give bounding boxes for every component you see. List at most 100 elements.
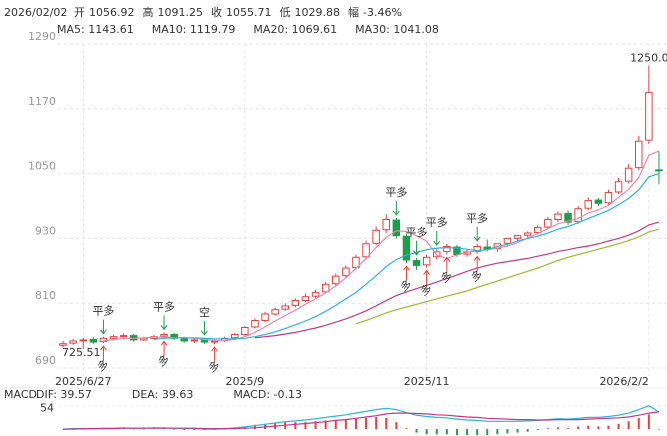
signal-arrowhead — [413, 250, 420, 256]
signal-label: 空 — [199, 305, 210, 319]
macd-bar — [516, 429, 519, 433]
macd-bar — [425, 429, 428, 435]
legend-entry: MA5: 1143.61 — [57, 23, 134, 36]
macd-bar — [455, 429, 458, 436]
candle-body — [261, 313, 269, 321]
info-label: 低 — [280, 6, 291, 19]
candle-body — [251, 319, 259, 328]
candle-body — [362, 243, 370, 258]
candle-body — [422, 256, 431, 266]
candle-body — [604, 192, 613, 204]
candle-body — [554, 213, 562, 221]
macd-bar — [597, 426, 600, 430]
candle-body — [635, 140, 643, 169]
y-tick-label: 1170 — [28, 95, 56, 108]
candle-body — [503, 237, 512, 244]
candle-body — [301, 296, 310, 302]
min-label: 725.51 — [62, 346, 101, 359]
y-tick-label: 54 — [40, 402, 54, 415]
candle-body — [140, 337, 148, 341]
candle-body — [624, 167, 633, 182]
macd-bar — [344, 419, 347, 430]
legend-entry: MA10: 1119.79 — [152, 23, 236, 36]
signal-label: 多 — [206, 358, 223, 376]
macd-bar — [365, 417, 368, 430]
signal-label: 多 — [438, 268, 455, 286]
candle-body — [584, 200, 592, 209]
signal-arrowhead — [403, 265, 410, 271]
info-value: 1055.71 — [226, 6, 272, 19]
candle-body — [645, 92, 653, 141]
candle-body — [119, 335, 128, 338]
macd-bar — [496, 429, 499, 435]
legend-entry: MA20: 1069.61 — [253, 23, 337, 36]
candle-body — [392, 219, 401, 237]
macd-bar — [395, 422, 398, 430]
macd-bar — [82, 429, 85, 430]
macd-legend: MACD: -0.13 — [233, 388, 302, 401]
signal-label: 平多 — [466, 211, 488, 225]
signal-label: 多 — [95, 356, 112, 374]
info-label: 高 — [143, 5, 154, 19]
macd-bar — [435, 429, 438, 435]
candle-body — [281, 305, 289, 310]
y-tick-label: 930 — [35, 224, 56, 237]
candle-body — [523, 232, 532, 236]
macd-bar — [536, 429, 539, 430]
signal-label: 多 — [155, 352, 172, 370]
signal-arrowhead — [160, 340, 168, 346]
candle-body — [271, 309, 279, 315]
info-value: -3.46% — [363, 6, 402, 19]
signal-label: 平多 — [92, 304, 114, 318]
macd-bar — [637, 417, 640, 430]
candle-body — [564, 213, 572, 223]
macd-bar — [132, 429, 135, 430]
ma-line — [355, 228, 660, 325]
candle-body — [160, 334, 168, 337]
macd-bar — [405, 428, 408, 430]
candle-body — [544, 219, 552, 228]
candle-body — [412, 260, 421, 266]
signal-label: 平多 — [153, 299, 175, 313]
candle-body — [210, 340, 219, 343]
macd-bar — [587, 425, 590, 430]
signal-arrowhead — [100, 329, 107, 335]
macd-bar — [567, 428, 570, 430]
candle-body — [332, 275, 340, 285]
candle-body — [513, 235, 522, 239]
signal-arrowhead — [160, 325, 168, 331]
legend-entry: MA30: 1041.08 — [355, 23, 439, 36]
macd-bar — [314, 421, 317, 430]
macd-bar — [253, 424, 256, 430]
macd-line — [63, 411, 659, 430]
macd-bar — [324, 420, 327, 430]
x-tick-label: 2025/6/27 — [55, 375, 111, 388]
ma-line — [153, 173, 660, 340]
y-tick-label: 1290 — [28, 30, 56, 43]
macd-bar — [415, 429, 418, 433]
candle-body — [443, 246, 451, 252]
candle-body — [321, 283, 330, 293]
date: 2026/02/02 — [4, 6, 67, 19]
signal-arrowhead — [433, 240, 441, 246]
info-value: 1091.25 — [158, 6, 204, 19]
macd-bar — [142, 429, 145, 430]
candle-body — [231, 334, 239, 339]
macd-bar — [173, 429, 176, 430]
candle-body — [89, 338, 98, 343]
macd-bar — [354, 418, 357, 430]
info-label: 开 — [74, 6, 85, 19]
macd-bar — [294, 422, 297, 430]
candle-body — [594, 199, 603, 204]
macd-bar — [304, 422, 307, 430]
signal-arrowhead — [443, 256, 451, 262]
candle-body — [291, 300, 300, 306]
macd-title: MACD — [4, 388, 37, 401]
macd-bar — [546, 428, 549, 430]
ma-line — [103, 150, 660, 342]
macd-bar — [657, 429, 660, 430]
signal-label: 平多 — [406, 225, 428, 239]
macd-bar — [334, 420, 337, 430]
candle-body — [311, 291, 320, 297]
x-tick-label: 2026/2/2 — [599, 375, 648, 388]
